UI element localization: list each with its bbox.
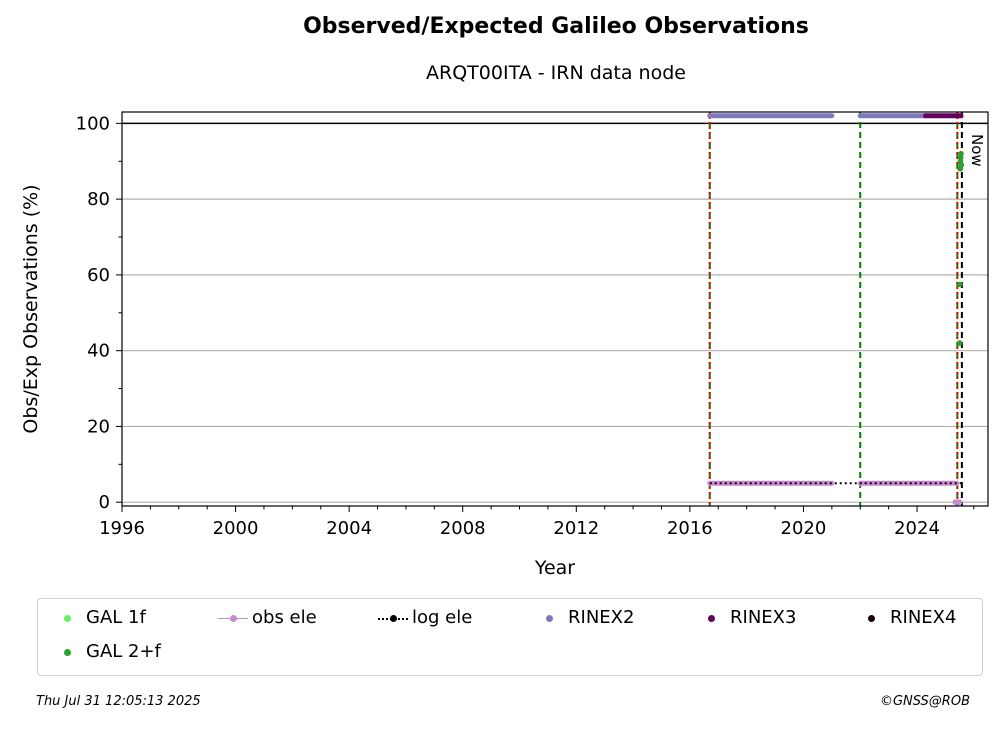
legend-item-rinex3: RINEX3 [696,607,796,628]
y-tick-label: 40 [87,341,110,362]
y-tick-label: 20 [87,416,110,437]
legend-label: log ele [412,607,473,628]
legend-label: GAL 1f [86,607,146,628]
footer-credit: ©GNSS@ROB [879,694,970,709]
legend-item-log-ele: log ele [378,607,472,628]
legend-marker [856,608,886,628]
y-tick-label: 100 [76,113,110,134]
chart-title: Observed/Expected Galileo Observations [303,14,809,39]
y-axis-label: Obs/Exp Observations (%) [20,184,42,433]
legend-label: RINEX2 [568,607,635,628]
series-gal-2-f-point [958,150,964,157]
x-tick-label: 2024 [894,518,940,539]
legend-label: obs ele [252,607,317,628]
plot-area: Now 1996 2000 2004 2008 2012 2016 2020 2024 0 20 40… [20,111,989,579]
now-label: Now [968,134,986,167]
chart-subtitle: ARQT00ITA - IRN data node [426,62,686,84]
legend-label: RINEX4 [890,607,957,628]
x-tick-label: 2012 [553,518,599,539]
y-tick-label: 60 [87,265,110,286]
legend-label: GAL 2+f [86,641,161,662]
legend-item-rinex4: RINEX4 [856,607,956,628]
x-tick-label: 2004 [326,518,372,539]
legend: GAL 1f obs ele log ele RINEX2 RINEX3 RIN… [37,598,983,676]
series-gal-2-f-point [956,340,963,346]
legend-item-obs-ele: obs ele [218,607,317,628]
legend-marker [52,608,82,628]
legend-item-gal-2f: GAL 2+f [52,641,161,662]
legend-marker [52,642,82,662]
plot-frame [121,111,989,507]
x-tick-label: 2020 [781,518,827,539]
legend-marker [218,608,248,628]
x-axis-label: Year [534,557,575,579]
legend-marker [378,608,408,628]
x-tick-label: 1996 [99,518,145,539]
legend-label: RINEX3 [730,607,797,628]
legend-marker [696,608,726,628]
x-tick-label: 2000 [213,518,259,539]
footer-timestamp: Thu Jul 31 12:05:13 2025 [36,694,201,709]
legend-marker [534,608,564,628]
series-gal-2-f-point [958,162,965,168]
legend-item-gal-1f: GAL 1f [52,607,146,628]
series-gal-2-f-point [957,281,963,288]
y-tick-label: 80 [87,189,110,210]
legend-item-rinex2: RINEX2 [534,607,634,628]
series-obs-ele-point [956,499,963,506]
x-tick-label: 2008 [440,518,486,539]
x-tick-label: 2016 [667,518,713,539]
y-tick-label: 0 [99,492,110,513]
